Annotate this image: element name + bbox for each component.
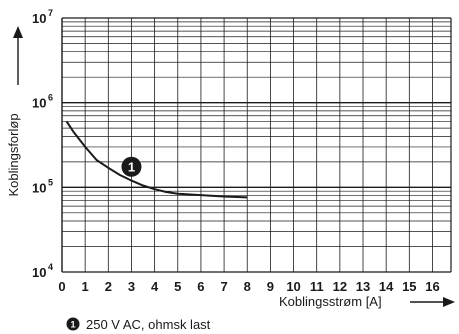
- x-tick-label: 16: [425, 279, 439, 294]
- x-tick-label: 9: [267, 279, 274, 294]
- grid: [61, 17, 452, 273]
- y-axis-label: Koblingsforløp: [6, 113, 21, 196]
- x-tick-label: 10: [286, 279, 300, 294]
- x-tick-label: 14: [379, 279, 394, 294]
- annotation-label: 1: [128, 159, 135, 174]
- y-axis-arrow-head: [13, 26, 23, 38]
- y-tick-exponent: 5: [48, 177, 53, 187]
- y-tick-label: 10: [32, 11, 46, 26]
- x-tick-label: 11: [310, 279, 324, 294]
- x-tick-label: 8: [244, 279, 251, 294]
- x-tick-label: 0: [58, 279, 65, 294]
- y-tick-label: 10: [32, 96, 46, 111]
- x-tick-label: 12: [333, 279, 347, 294]
- legend-marker-label: 1: [70, 320, 75, 330]
- x-tick-label: 6: [197, 279, 204, 294]
- legend-marker: [66, 317, 80, 331]
- x-tick-label: 1: [82, 279, 89, 294]
- y-tick-exponent: 7: [48, 8, 53, 18]
- legend: 1 250 V AC, ohmsk last: [66, 317, 211, 332]
- annotations: 1: [121, 156, 142, 177]
- x-tick-label: 3: [128, 279, 135, 294]
- y-tick-exponent: 6: [48, 93, 53, 103]
- x-axis-label: Koblingsstrøm [A]: [279, 294, 382, 309]
- x-tick-label: 13: [356, 279, 370, 294]
- x-tick-label: 7: [220, 279, 227, 294]
- series: [65, 120, 248, 199]
- x-tick-label: 2: [105, 279, 112, 294]
- series-line: [65, 120, 248, 199]
- x-tick-label: 15: [402, 279, 416, 294]
- x-axis-arrow-head: [443, 297, 455, 307]
- legend-text: 250 V AC, ohmsk last: [86, 317, 211, 332]
- y-tick-exponent: 4: [48, 262, 53, 272]
- y-tick-label: 10: [32, 265, 46, 280]
- y-tick-label: 10: [32, 180, 46, 195]
- x-tick-label: 4: [151, 279, 159, 294]
- x-tick-label: 5: [174, 279, 181, 294]
- annotation-marker: [121, 156, 142, 177]
